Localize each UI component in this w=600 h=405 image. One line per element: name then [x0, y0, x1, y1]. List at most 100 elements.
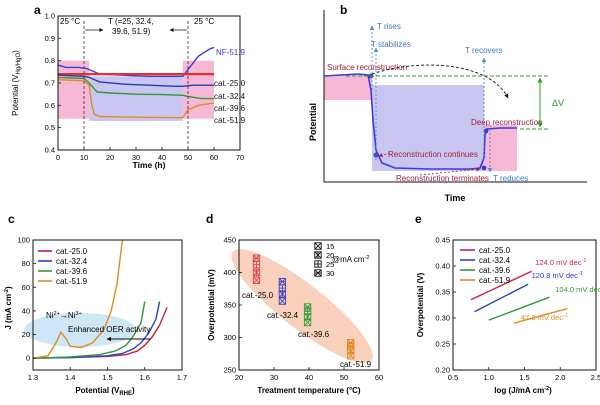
panel-a-shade-25c-left	[58, 60, 90, 119]
panel-b-terminates: Reconstruction terminates	[396, 174, 489, 183]
panel-c-series	[32, 239, 168, 359]
panel-b-ylabel: Potential	[308, 103, 318, 141]
y-tick-label: 1.0	[45, 12, 55, 21]
panel-a-line-cat-32-4	[57, 74, 214, 87]
x-tick-label: 20	[106, 153, 114, 162]
panel-a-ticks: 0 10 20 30 40 50 60 70 0.4 0.5 0.6 0.7 0.8 0.9 1.0	[45, 12, 245, 163]
y-tick-label: 0.20	[435, 366, 450, 375]
panel-b: b T rises T stabilizes T recovers T redu…	[308, 3, 587, 203]
x-tick-label: 70	[236, 153, 244, 162]
x-tick-label: 1.6	[140, 373, 150, 382]
y-tick-label: 100	[17, 236, 30, 245]
y-tick-label: 0.8	[45, 56, 55, 65]
panel-d-marker	[314, 242, 322, 250]
panel-c-xlabel: Potential (VRHE)	[75, 386, 135, 397]
panel-e-line-cat-32-4	[474, 283, 529, 313]
panel-a-series	[57, 46, 215, 119]
panel-b-arrow-curve	[371, 64, 509, 99]
y-tick-label: 80	[22, 259, 30, 268]
y-tick-label: 0.45	[435, 236, 450, 245]
panel-e-ticks: 0.5 1.0 1.5 2.0 2.5 0.20 0.25 0.30 0.35 0.40 0.45	[435, 236, 600, 383]
panel-e-tafel-cat-51-9: 47.8 mV dec-1	[521, 313, 568, 322]
panel-d-label-51: cat.-51.9	[340, 360, 372, 369]
x-tick-label: 1.4	[65, 373, 75, 382]
panel-b-t-recovers: T recovers	[465, 46, 503, 55]
panel-d-marker	[347, 339, 355, 347]
panel-a-temp-left: 25 °C	[60, 17, 80, 26]
panel-b-deep: Deep reconstruction	[471, 118, 543, 127]
panel-d-xlabel: Treatment temperature (°C)	[257, 386, 361, 395]
x-tick-label: 2.0	[555, 373, 565, 382]
x-tick-label: 40	[305, 373, 313, 382]
x-tick-label: 50	[340, 373, 348, 382]
panel-b-shade-left	[324, 75, 372, 100]
y-tick-label: 0.6	[45, 101, 55, 110]
panel-d-marker	[278, 277, 287, 286]
panel-d-label-39: cat.-39.6	[298, 330, 330, 339]
x-tick-label: 10	[80, 153, 88, 162]
panel-d-letter: d	[206, 212, 213, 226]
panel-d-marker	[278, 290, 287, 298]
y-tick-label: 0.40	[435, 262, 450, 271]
y-tick-label: 0.4	[45, 146, 55, 155]
panel-d-legend-label: 30	[326, 269, 334, 278]
panel-e-series	[470, 270, 568, 324]
panel-b-delta-v: ΔV	[552, 98, 564, 108]
y-tick-label: 0.9	[45, 34, 55, 43]
x-tick-label: 1.3	[28, 373, 38, 382]
x-tick-label: 1.5	[519, 373, 529, 382]
panel-b-point-deep	[483, 128, 489, 134]
y-tick-label: 20	[22, 330, 30, 339]
x-tick-label: 1.5	[102, 373, 112, 382]
panel-b-surface: Surface reconstruction	[327, 63, 407, 72]
panel-d-legend-label: 20	[326, 251, 334, 260]
y-tick-label: 0.7	[45, 79, 55, 88]
panel-a-line-nf-51-9	[57, 46, 215, 77]
x-tick-label: 20	[235, 373, 243, 382]
panel-a-letter: a	[34, 3, 41, 17]
panel-d-marker	[314, 251, 322, 259]
x-tick-label: 50	[184, 153, 192, 162]
panel-a-temp-mid-1: T (=25, 32.4,	[108, 17, 153, 26]
panel-c-enhanced: Enhanced OER activity	[68, 325, 150, 334]
panel-a-ylabel: Potential (VHg/HgO)	[11, 50, 22, 116]
panel-e: e 0.5 1.0 1.5 2.0 2.5 0.20 0.25 0.30 0.35 0.40 0.4…	[415, 212, 600, 395]
panel-a-line-cat-39-6	[57, 76, 214, 100]
x-tick-label: 1.7	[177, 373, 187, 382]
panel-b-t-stabilizes: T stabilizes	[371, 40, 411, 49]
panel-a-label-32: cat.-32.4	[214, 92, 246, 101]
panel-d-marker	[252, 268, 261, 277]
panel-d-legend-label: 15	[326, 242, 334, 251]
panel-a-label-nf: NF-51.9	[216, 48, 245, 57]
x-tick-label: 30	[270, 373, 278, 382]
panel-b-shade-mid	[372, 85, 484, 171]
panel-d-marker	[314, 260, 322, 268]
panel-e-tafel-cat-32-4: 120.8 mV dec-1	[532, 271, 583, 280]
y-tick-label: 400	[223, 268, 236, 277]
panel-d-marker	[252, 254, 261, 262]
y-tick-label: 0.35	[435, 288, 450, 297]
y-tick-label: 450	[223, 236, 236, 245]
panel-e-line-cat-39-6	[488, 296, 550, 321]
panel-b-t-reduces: T reduces	[493, 174, 528, 183]
panel-d-marker	[314, 269, 322, 277]
panel-a: a 0 10 20 30 40 50 60 70 0.4 0.5 0.6 0.7 0.8 0.9 1.0 2…	[11, 3, 246, 170]
panel-d-legend-label: 25	[326, 260, 334, 269]
panel-e-xlabel: log (J/mA cm-2)	[494, 386, 552, 395]
panel-a-label-25: cat.-25.0	[214, 79, 246, 88]
legend-label: cat.-51.9	[479, 276, 511, 285]
legend-label: cat.-39.6	[56, 267, 88, 276]
x-tick-label: 30	[132, 153, 140, 162]
y-tick-label: 40	[22, 306, 30, 315]
panel-b-arrow-continues	[378, 152, 391, 157]
y-tick-label: 250	[223, 366, 236, 375]
panel-a-label-39: cat.-39.6	[214, 104, 246, 113]
panel-d-marker	[303, 303, 312, 311]
panel-d-marker	[252, 276, 261, 284]
y-tick-label: 0.25	[435, 340, 450, 349]
panel-e-line-cat-25-0	[470, 270, 532, 301]
